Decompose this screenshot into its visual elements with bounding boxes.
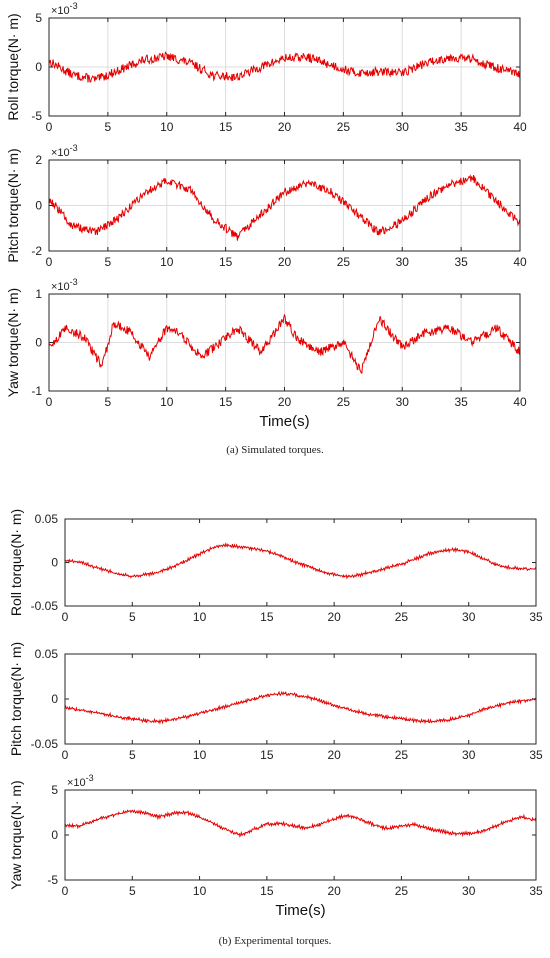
- x-tick-label: 0: [46, 395, 53, 409]
- y-exponent-label: ×10-3: [67, 773, 94, 789]
- axes-frame: [64, 653, 537, 745]
- x-tick-label: 5: [129, 884, 136, 898]
- y-tick-label: 5: [51, 783, 58, 797]
- x-tick-label: 5: [105, 255, 112, 269]
- y-tick-label: 5: [35, 11, 42, 25]
- x-tick-label: 40: [513, 120, 527, 134]
- x-tick-label: 15: [219, 395, 233, 409]
- x-tick-label: 35: [529, 884, 543, 898]
- x-tick-label: 25: [337, 120, 351, 134]
- y-tick-label: 0: [35, 199, 42, 213]
- x-tick-label: 5: [129, 748, 136, 762]
- y-tick-label: 0: [35, 336, 42, 350]
- x-tick-label: 5: [129, 610, 136, 624]
- x-tick-label: 35: [529, 610, 543, 624]
- x-tick-label: 30: [462, 610, 476, 624]
- y-exponent-label: ×10-3: [51, 277, 78, 293]
- x-tick-label: 40: [513, 255, 527, 269]
- y-tick-label: -1: [31, 384, 42, 398]
- chart-6: 0 5 10 15 20 25 30 35 -5 0 5 ×10-3 Yaw torque(N· m) T…: [8, 773, 543, 919]
- y-tick-label: 0: [51, 556, 58, 570]
- series-line: [48, 314, 521, 374]
- x-tick-label: 20: [278, 395, 292, 409]
- x-tick-label: 10: [160, 255, 174, 269]
- caption-experimental: (b) Experimental torques.: [218, 935, 332, 947]
- x-tick-label: 25: [395, 884, 409, 898]
- x-tick-label: 15: [260, 748, 274, 762]
- axes-frame: [64, 789, 537, 881]
- x-tick-label: 10: [160, 395, 174, 409]
- x-tick-label: 10: [193, 748, 207, 762]
- y-axis-label: Roll torque(N· m): [8, 509, 24, 616]
- x-tick-label: 40: [513, 395, 527, 409]
- x-tick-label: 15: [260, 610, 274, 624]
- y-exponent-label: ×10-3: [51, 143, 78, 159]
- y-tick-label: -2: [31, 244, 42, 258]
- x-tick-label: 0: [62, 610, 69, 624]
- y-tick-label: -5: [47, 873, 58, 887]
- x-tick-label: 15: [219, 120, 233, 134]
- x-tick-label: 25: [337, 395, 351, 409]
- y-tick-label: -5: [31, 109, 42, 123]
- series-line: [48, 51, 521, 83]
- series-line: [48, 174, 521, 241]
- x-axis-label: Time(s): [259, 413, 309, 430]
- x-tick-label: 10: [160, 120, 174, 134]
- y-tick-label: 2: [35, 153, 42, 167]
- x-tick-label: 0: [62, 884, 69, 898]
- y-tick-label: -0.05: [31, 737, 59, 751]
- x-tick-label: 20: [278, 255, 292, 269]
- x-tick-label: 15: [260, 884, 274, 898]
- x-tick-label: 30: [396, 120, 410, 134]
- x-tick-label: 10: [193, 610, 207, 624]
- x-tick-label: 30: [462, 748, 476, 762]
- y-tick-label: 1: [35, 287, 42, 301]
- x-tick-label: 25: [395, 748, 409, 762]
- chart-3: 0 5 10 15 20 25 30 35 40 -1 0 1 ×10-3 Yaw torque(N· m…: [5, 277, 527, 430]
- x-tick-label: 30: [396, 255, 410, 269]
- x-axis-label: Time(s): [275, 902, 325, 919]
- y-tick-label: 0.05: [35, 647, 59, 661]
- x-tick-label: 0: [46, 255, 53, 269]
- caption-simulated: (a) Simulated torques.: [226, 444, 324, 456]
- y-axis-label: Yaw torque(N· m): [5, 288, 21, 397]
- y-axis-label: Pitch torque(N· m): [8, 642, 24, 756]
- x-tick-label: 10: [193, 884, 207, 898]
- x-tick-label: 25: [395, 610, 409, 624]
- x-tick-label: 20: [327, 884, 341, 898]
- y-tick-label: 0: [51, 828, 58, 842]
- x-tick-label: 35: [529, 748, 543, 762]
- axes-frame: [64, 518, 537, 607]
- x-tick-label: 25: [337, 255, 351, 269]
- chart-2: 0 5 10 15 20 25 30 35 40 -2 0 2 ×10-3 Pitch torque(N·…: [5, 143, 527, 269]
- x-tick-label: 35: [454, 395, 468, 409]
- x-tick-label: 20: [327, 748, 341, 762]
- chart-1: 0 5 10 15 20 25 30 35 40 -5 0 5 ×10-3 Roll torque(N· …: [5, 1, 527, 134]
- y-axis-label: Roll torque(N· m): [5, 13, 21, 120]
- x-tick-label: 35: [454, 255, 468, 269]
- series-line: [64, 809, 537, 838]
- y-tick-label: 0: [35, 60, 42, 74]
- y-tick-label: -0.05: [31, 599, 59, 613]
- x-tick-label: 20: [278, 120, 292, 134]
- x-tick-label: 30: [396, 395, 410, 409]
- x-tick-label: 20: [327, 610, 341, 624]
- y-axis-label: Yaw torque(N· m): [8, 780, 24, 889]
- x-tick-label: 5: [105, 395, 112, 409]
- x-tick-label: 0: [46, 120, 53, 134]
- y-tick-label: 0: [51, 692, 58, 706]
- series-line: [64, 542, 537, 580]
- x-tick-label: 5: [105, 120, 112, 134]
- y-axis-label: Pitch torque(N· m): [5, 148, 21, 262]
- y-exponent-label: ×10-3: [51, 1, 78, 17]
- x-tick-label: 0: [62, 748, 69, 762]
- series-line: [64, 690, 537, 725]
- x-tick-label: 15: [219, 255, 233, 269]
- y-tick-label: 0.05: [35, 512, 59, 526]
- x-tick-label: 30: [462, 884, 476, 898]
- x-tick-label: 35: [454, 120, 468, 134]
